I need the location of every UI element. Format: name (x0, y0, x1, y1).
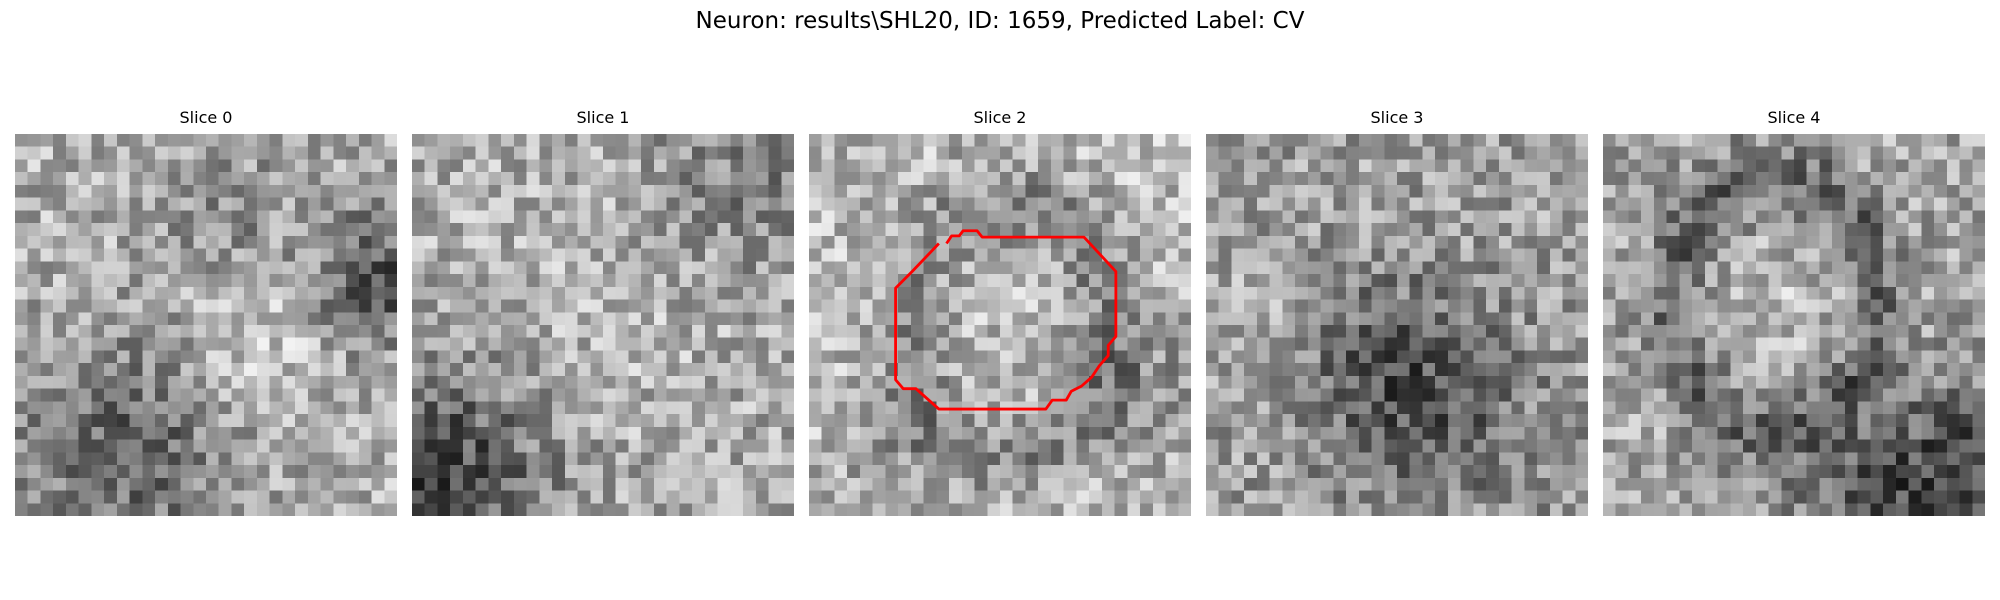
slice-image-1 (412, 134, 794, 516)
figure-title: Neuron: results\SHL20, ID: 1659, Predict… (695, 8, 1305, 34)
slice-image-3 (1206, 134, 1588, 516)
slice-title-0: Slice 0 (179, 108, 233, 127)
slice-image-4 (1603, 134, 1985, 516)
slice-title-4: Slice 4 (1767, 108, 1821, 127)
slice-image-0 (15, 134, 397, 516)
slice-title-3: Slice 3 (1370, 108, 1424, 127)
slice-title-2: Slice 2 (973, 108, 1027, 127)
slice-title-1: Slice 1 (576, 108, 630, 127)
slice-image-2 (809, 134, 1191, 516)
segmentation-contour (894, 229, 1118, 411)
